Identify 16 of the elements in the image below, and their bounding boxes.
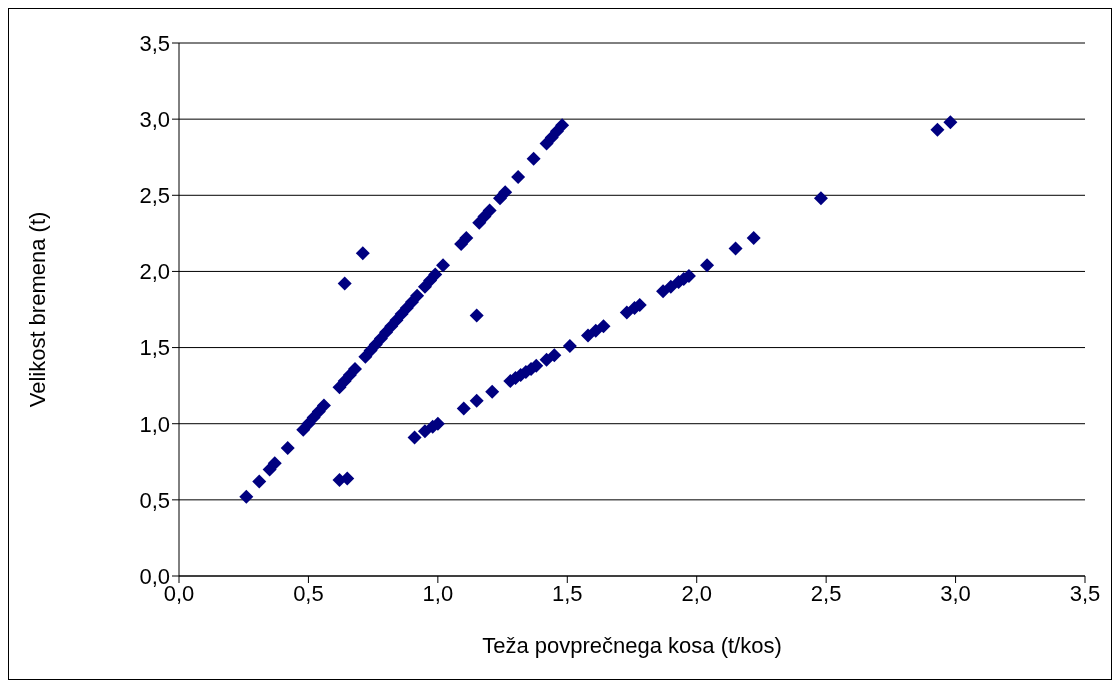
y-tick-label: 2,0 [139,259,170,285]
x-tick-label: 2,0 [681,580,713,606]
y-tick-label: 3,0 [139,106,170,132]
x-axis-title: Teža povprečnega kosa (t/kos) [482,633,782,658]
y-tick-label: 2,5 [139,183,170,209]
y-tick-label: 3,5 [139,30,170,56]
x-tick-label: 3,0 [940,580,971,606]
y-axis-title: Velikost bremena (t) [24,211,50,408]
y-tick-label: 1,5 [139,335,170,361]
x-tick-label: 3,5 [1069,580,1101,606]
y-tick-label: 1,0 [139,411,170,437]
x-tick-label: 1,0 [422,580,454,606]
y-tick-label: 0,5 [139,487,170,513]
x-tick-label: 0,5 [293,580,324,606]
x-tick-label: 1,5 [551,580,583,606]
x-tick-label: 2,5 [810,580,842,606]
